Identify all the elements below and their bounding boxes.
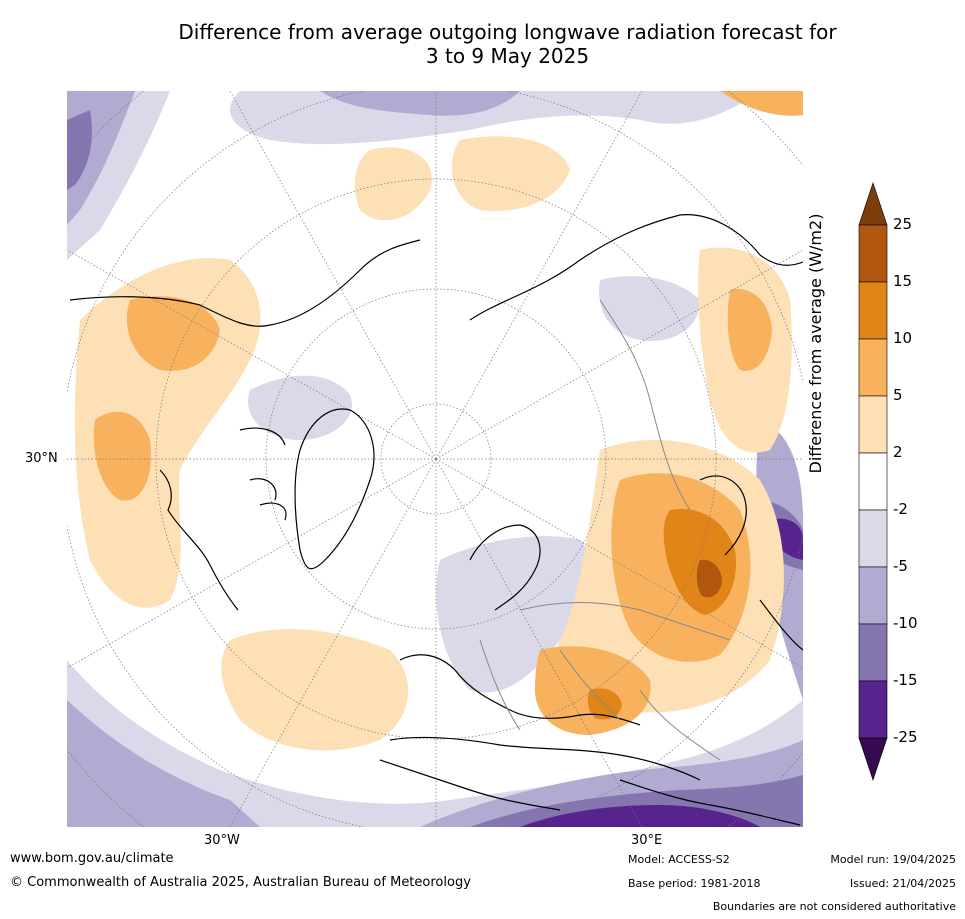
title-line-1: Difference from average outgoing longwav…: [178, 20, 837, 44]
colorbar-tick-5: -2: [893, 500, 908, 518]
map-area: [67, 91, 803, 827]
lon-label-30w: 30°W: [204, 833, 240, 848]
base-period-text: Base period: 1981-2018: [628, 877, 761, 890]
colorbar-band-m2-m5: [858, 509, 888, 568]
issued-text: Issued: 21/04/2025: [849, 877, 956, 890]
colorbar-title: Difference from average (W/m2): [806, 213, 826, 474]
anomaly-region-north-america-mid: [126, 296, 220, 371]
anomaly-region-north-pacific: [354, 147, 432, 221]
graticule: [67, 91, 803, 827]
colorbar-below-arrow: [858, 737, 888, 781]
copyright-text: © Commonwealth of Australia 2025, Austra…: [10, 875, 471, 890]
colorbar-band-m15-m25: [858, 680, 888, 739]
colorbar-tick-1: 15: [893, 272, 913, 290]
colorbar-above-arrow: [858, 182, 888, 226]
colorbar-band-2-5: [858, 395, 888, 454]
negative-anomaly-regions: [67, 91, 803, 827]
anomaly-region-atlantic: [221, 629, 409, 751]
colorbar-tick-2: 10: [893, 329, 913, 347]
anomaly-region-south-band-med: [67, 700, 260, 827]
colorbar: [858, 182, 888, 781]
disclaimer-text: Boundaries are not considered authoritat…: [712, 900, 956, 913]
coastline-greenland: [294, 408, 375, 570]
anomaly-region-greenland-sea: [248, 375, 352, 440]
positive-anomaly-regions: [74, 91, 803, 751]
colorbar-band-10-15: [858, 281, 888, 340]
website-link[interactable]: www.bom.gov.au/climate: [10, 851, 174, 866]
colorbar-band-15-25: [858, 224, 888, 283]
anomaly-region-north-pacific-2: [451, 136, 570, 211]
colorbar-tick-4: 2: [893, 443, 903, 461]
coastline-eurasia-north: [469, 214, 803, 321]
colorbar-band-m5-m10: [858, 566, 888, 625]
lat-label-30n: 30°N: [25, 451, 58, 466]
coastline-mediterranean: [389, 736, 701, 781]
coastline-africa-north: [379, 759, 561, 811]
colorbar-tick-3: 5: [893, 386, 903, 404]
coastline-arctic-islands: [239, 427, 287, 521]
anomaly-region-north-band-med: [320, 91, 520, 116]
colorbar-tick-0: 25: [893, 215, 913, 233]
chart-title: Difference from average outgoing longwav…: [80, 20, 935, 68]
anomaly-region-siberia: [599, 276, 700, 341]
title-line-2: 3 to 9 May 2025: [425, 44, 590, 68]
colorbar-band-m10-m15: [858, 623, 888, 682]
coastlines: [69, 214, 803, 826]
anomaly-region-nw-dark: [67, 110, 92, 190]
coastline-scandinavia: [469, 524, 541, 611]
model-text: Model: ACCESS-S2: [628, 853, 730, 866]
anomaly-region-asia-peak: [696, 559, 722, 598]
colorbar-tick-9: -25: [893, 728, 918, 746]
lon-label-30e: 30°E: [631, 833, 663, 848]
anomaly-region-south-east-deep: [520, 805, 760, 827]
coastline-east-asia: [619, 475, 803, 826]
anomaly-region-us-west: [93, 411, 151, 501]
colorbar-tick-7: -10: [893, 614, 918, 632]
country-boundaries: [479, 299, 731, 761]
colorbar-band-neutral: [858, 452, 888, 511]
model-run-text: Model run: 19/04/2025: [830, 853, 956, 866]
colorbar-tick-6: -5: [893, 557, 908, 575]
anomaly-region-northeast: [720, 91, 803, 116]
coastline-europe: [399, 654, 641, 726]
coastline-north-america: [69, 239, 421, 611]
colorbar-tick-8: -15: [893, 671, 918, 689]
anomaly-region-east-asia-mid: [727, 289, 772, 371]
colorbar-band-5-10: [858, 338, 888, 397]
anomaly-region-europe: [436, 536, 589, 693]
